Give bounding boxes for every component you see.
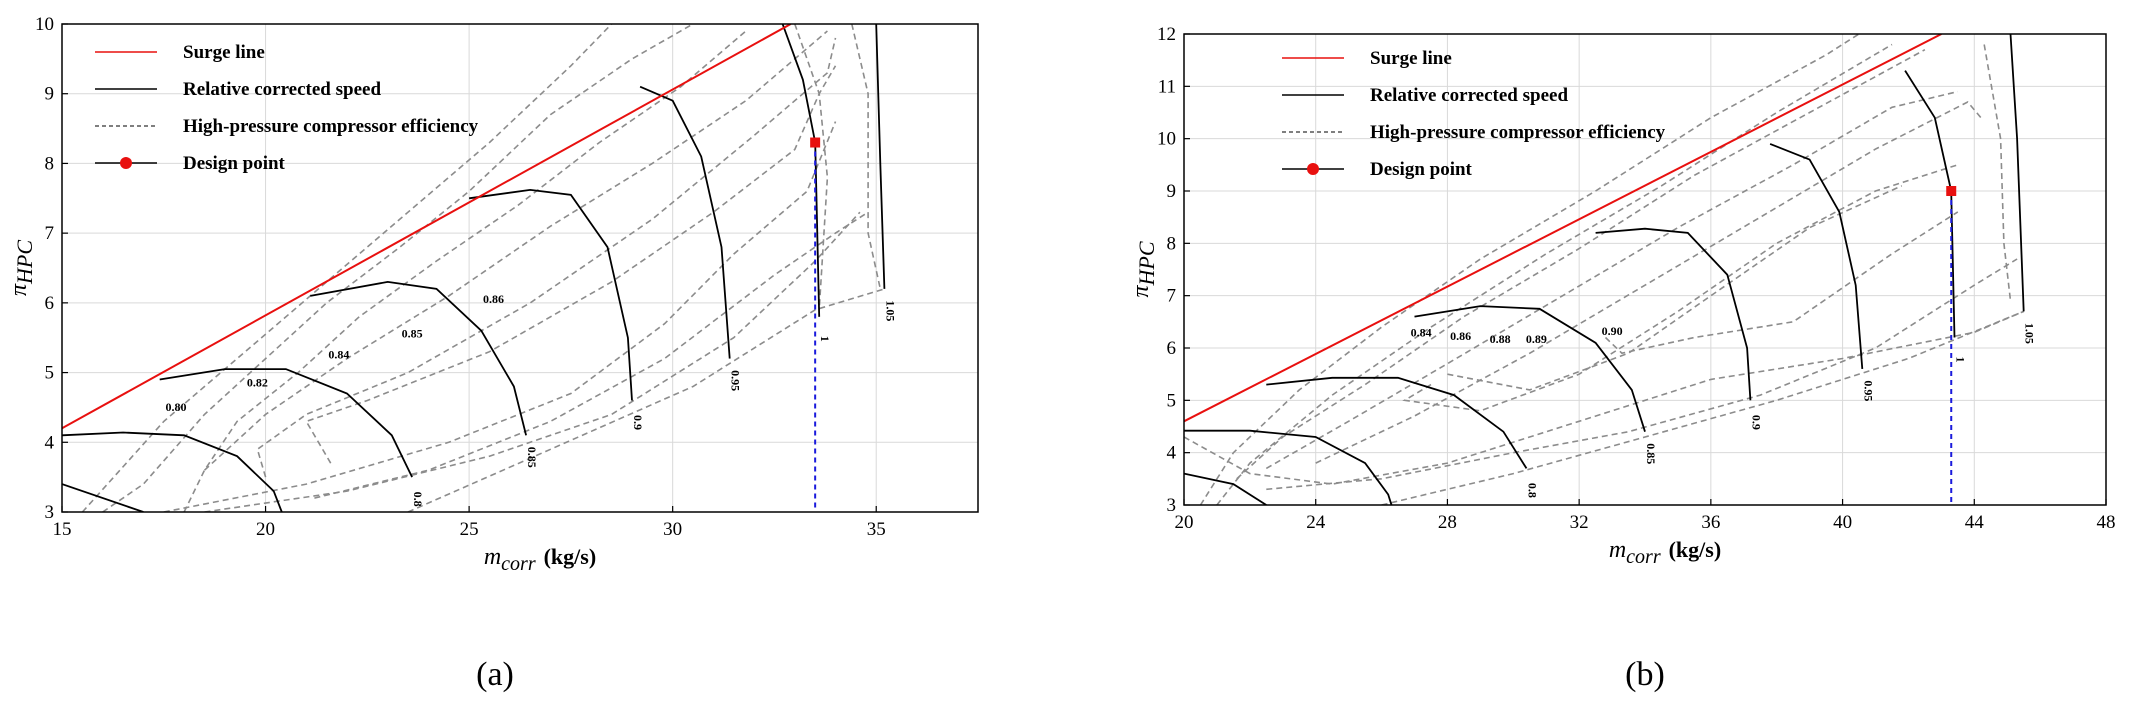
efficiency-label: 0.84 xyxy=(1411,325,1432,339)
y-tick-label: 10 xyxy=(35,14,54,35)
x-tick-label: 20 xyxy=(1175,512,1194,533)
y-axis-label-subscript: HPC xyxy=(1134,241,1159,286)
y-tick-label: 8 xyxy=(1167,233,1177,254)
y-tick-label: 8 xyxy=(45,153,55,174)
efficiency-label: 0.88 xyxy=(1490,332,1511,346)
x-tick-label: 24 xyxy=(1306,512,1326,533)
legend-label: Design point xyxy=(183,153,286,174)
y-tick-label: 6 xyxy=(1167,338,1177,359)
efficiency-label: 0.86 xyxy=(1450,329,1471,343)
y-axis-label: πHPC xyxy=(1128,241,1159,297)
efficiency-label: 0.86 xyxy=(483,292,504,306)
y-tick-label: 4 xyxy=(45,432,55,453)
speed-label: 0.95 xyxy=(729,370,743,391)
x-tick-label: 44 xyxy=(1965,512,1985,533)
chart-panel-b: 0.8 0.85 0.9 0.95 1 1.05 0.84 0.86 0.88 0.89 0.90 2… xyxy=(1128,24,2116,693)
design-point-marker xyxy=(810,138,820,148)
speed-label: 0.85 xyxy=(1644,443,1658,464)
speed-label: 1.05 xyxy=(2023,323,2037,344)
x-axis-label: mcorr (kg/s) xyxy=(1609,537,1721,568)
y-tick-label: 6 xyxy=(45,293,55,314)
speed-label: 1.05 xyxy=(883,300,897,321)
chart-panel-a: 0.8 0.85 0.9 0.95 1 1.05 0.80 0.82 0.84 0.85 0.86 1… xyxy=(6,14,978,693)
x-tick-label: 48 xyxy=(2097,512,2116,533)
y-tick-label: 4 xyxy=(1167,443,1177,464)
x-axis-label-subscript: corr xyxy=(501,553,536,575)
x-tick-label: 20 xyxy=(256,519,275,540)
efficiency-label: 0.85 xyxy=(402,327,423,341)
legend-label: Relative corrected speed xyxy=(183,79,381,100)
legend-swatch-design-point xyxy=(120,157,132,169)
legend-swatch-design-point xyxy=(1307,163,1319,175)
efficiency-label: 0.90 xyxy=(1602,324,1623,338)
legend-label: Surge line xyxy=(183,42,265,63)
speed-label: 0.85 xyxy=(525,447,539,468)
x-axis-label-subscript: corr xyxy=(1626,546,1661,568)
legend-label: Design point xyxy=(1370,159,1473,180)
x-axis-label-symbol: m xyxy=(484,544,501,570)
y-tick-label: 7 xyxy=(1167,286,1177,307)
y-tick-label: 9 xyxy=(1167,181,1177,202)
x-tick-label: 40 xyxy=(1833,512,1852,533)
speed-label: 0.95 xyxy=(1861,380,1875,401)
y-axis-label: πHPC xyxy=(6,240,37,296)
panel-caption: (a) xyxy=(476,656,514,693)
x-tick-label: 30 xyxy=(663,519,682,540)
plot-area xyxy=(1184,34,2106,505)
design-point-marker xyxy=(1946,186,1956,196)
x-tick-label: 15 xyxy=(53,519,72,540)
speed-label: 1 xyxy=(1954,357,1968,363)
legend-label: High-pressure compressor efficiency xyxy=(183,116,479,137)
legend-label: High-pressure compressor efficiency xyxy=(1370,122,1666,143)
y-tick-label: 7 xyxy=(45,223,55,244)
legend-label: Surge line xyxy=(1370,48,1452,69)
x-tick-label: 25 xyxy=(460,519,479,540)
y-tick-label: 3 xyxy=(1167,495,1177,516)
x-tick-label: 35 xyxy=(867,519,886,540)
speed-label: 0.8 xyxy=(1525,483,1539,498)
efficiency-label: 0.80 xyxy=(165,400,186,414)
x-tick-label: 32 xyxy=(1570,512,1589,533)
y-tick-label: 10 xyxy=(1157,129,1176,150)
x-axis-label-symbol: m xyxy=(1609,537,1626,563)
speed-label: 1 xyxy=(818,336,832,342)
efficiency-label: 0.89 xyxy=(1526,332,1547,346)
y-tick-label: 9 xyxy=(45,84,55,105)
x-tick-label: 36 xyxy=(1701,512,1720,533)
y-tick-label: 3 xyxy=(45,502,55,523)
speed-label: 0.9 xyxy=(631,415,645,430)
panel-caption: (b) xyxy=(1625,656,1665,693)
y-tick-label: 12 xyxy=(1157,24,1176,45)
y-tick-label: 11 xyxy=(1158,76,1176,97)
x-axis-label: mcorr (kg/s) xyxy=(484,544,596,575)
y-tick-label: 5 xyxy=(45,363,55,384)
speed-label: 0.8 xyxy=(411,492,425,507)
y-tick-label: 5 xyxy=(1167,390,1177,411)
x-axis-label-unit: (kg/s) xyxy=(544,544,597,569)
efficiency-label: 0.84 xyxy=(328,348,349,362)
y-axis-label-subscript: HPC xyxy=(12,240,37,285)
speed-label: 0.9 xyxy=(1749,415,1763,430)
x-tick-label: 28 xyxy=(1438,512,1457,533)
x-axis-label-unit: (kg/s) xyxy=(1669,537,1722,562)
efficiency-label: 0.82 xyxy=(247,376,268,390)
legend-label: Relative corrected speed xyxy=(1370,85,1568,106)
